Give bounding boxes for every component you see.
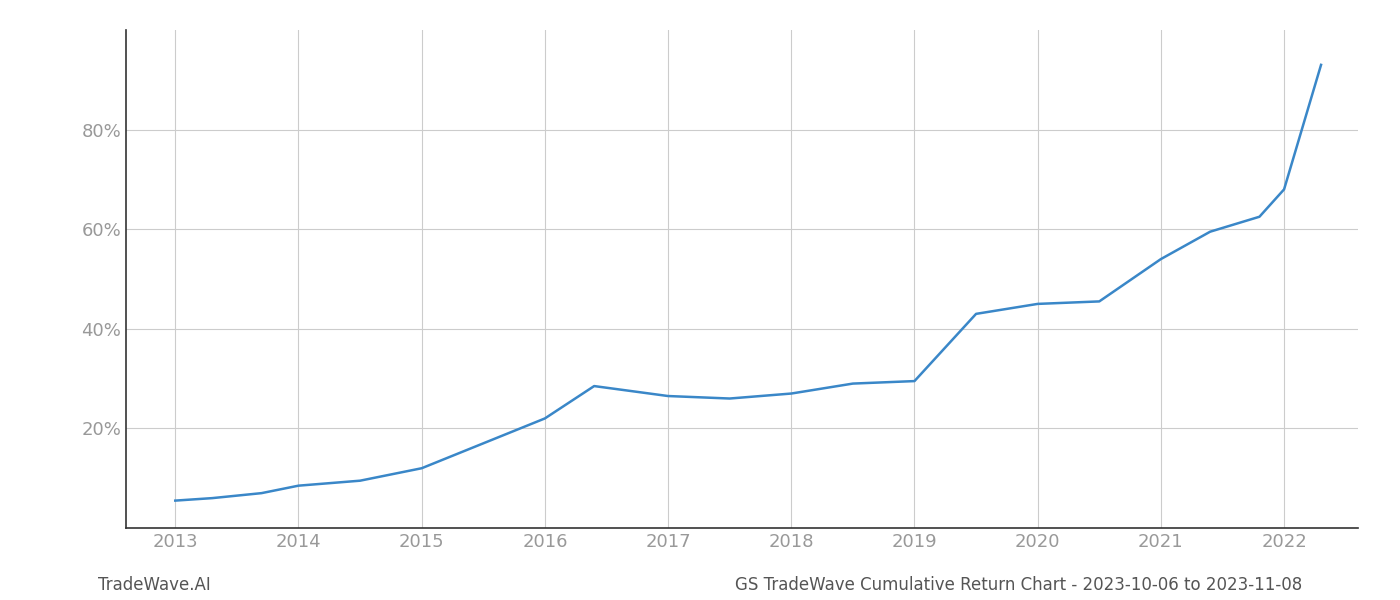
Text: GS TradeWave Cumulative Return Chart - 2023-10-06 to 2023-11-08: GS TradeWave Cumulative Return Chart - 2… [735, 576, 1302, 594]
Text: TradeWave.AI: TradeWave.AI [98, 576, 211, 594]
